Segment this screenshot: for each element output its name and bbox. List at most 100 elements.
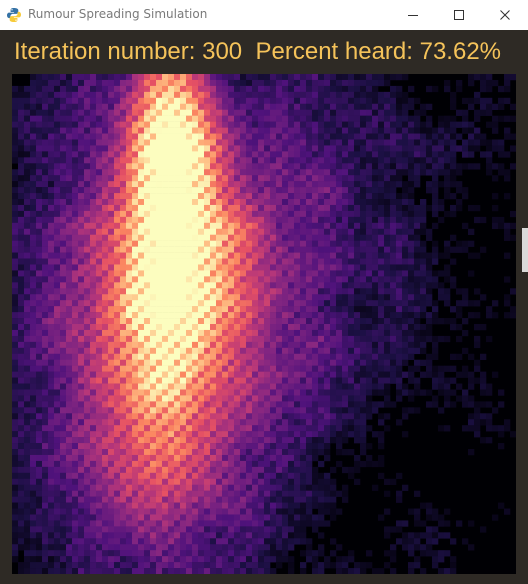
heatmap-cell [222, 449, 229, 456]
maximize-button[interactable] [436, 0, 482, 30]
heatmap-cell [318, 341, 325, 349]
heatmap-cell [486, 139, 493, 146]
heatmap-cell [108, 85, 115, 93]
heatmap-cell [186, 466, 193, 474]
heatmap-cell [198, 169, 205, 176]
heatmap-cell [342, 193, 349, 200]
heatmap-cell [168, 413, 175, 420]
heatmap-cell [186, 97, 193, 105]
minimize-button[interactable] [390, 0, 436, 30]
heatmap-cell [186, 300, 193, 307]
heatmap-cell [444, 389, 451, 396]
heatmap-cell [36, 121, 43, 128]
heatmap-cell [144, 258, 151, 265]
heatmap-cell [162, 91, 169, 99]
heatmap-cell [138, 431, 145, 438]
heatmap-cell [24, 204, 31, 212]
heatmap-cell [318, 264, 325, 271]
heatmap-cell [270, 264, 277, 271]
heatmap-cell [30, 324, 37, 331]
heatmap-cell [390, 264, 397, 271]
heatmap-cell [228, 383, 235, 390]
heatmap-cell [360, 151, 367, 158]
heatmap-cell [12, 365, 19, 372]
heatmap-cell [198, 443, 205, 450]
heatmap-cell [72, 109, 79, 116]
heatmap-cell [18, 353, 25, 361]
heatmap-cell [18, 264, 25, 271]
heatmap-cell [42, 109, 49, 116]
heatmap-cell [102, 175, 109, 182]
heatmap-cell [54, 335, 61, 343]
heatmap-cell [144, 127, 151, 134]
heatmap-cell [126, 270, 133, 277]
heatmap-cell [36, 454, 43, 462]
heatmap-cell [456, 324, 463, 331]
heatmap-cell [48, 258, 55, 265]
close-button[interactable] [482, 0, 528, 30]
heatmap-cell [330, 133, 337, 140]
heatmap-cell [66, 282, 73, 289]
heatmap-cell [282, 383, 289, 390]
heatmap-cell [480, 377, 487, 384]
heatmap-cell [252, 353, 259, 361]
heatmap-cell [366, 371, 373, 378]
heatmap-cell [480, 139, 487, 146]
heatmap-cell [162, 74, 169, 81]
heatmap-cell [246, 240, 253, 247]
heatmap-cell [42, 341, 49, 349]
heatmap-cell [120, 246, 127, 253]
heatmap-cell [384, 258, 391, 265]
heatmap-cell [288, 294, 295, 301]
heatmap-cell [174, 478, 181, 486]
title-bar[interactable]: Rumour Spreading Simulation [0, 0, 528, 30]
heatmap-cell [132, 228, 139, 236]
heatmap-cell [162, 329, 169, 337]
heatmap-cell [318, 443, 325, 450]
heatmap-cell [330, 294, 337, 301]
heatmap-cell [450, 276, 457, 283]
heatmap-cell [288, 359, 295, 366]
heatmap-cell [456, 335, 463, 343]
heatmap-cell [84, 324, 91, 331]
heatmap-cell [402, 383, 409, 390]
heatmap-cell [426, 228, 433, 236]
heatmap-cell [90, 246, 97, 253]
heatmap-cell [384, 187, 391, 194]
heatmap-cell [132, 389, 139, 396]
heatmap-cell [246, 169, 253, 176]
heatmap-cell [318, 335, 325, 343]
heatmap-cell [222, 169, 229, 176]
heatmap-cell [444, 246, 451, 253]
heatmap-cell [474, 413, 481, 420]
heatmap-cell [300, 204, 307, 212]
heatmap-cell [144, 79, 151, 87]
heatmap-cell [90, 103, 97, 111]
heatmap-cell [42, 312, 49, 319]
heatmap-cell [216, 466, 223, 474]
heatmap-cell [114, 365, 121, 372]
heatmap-cell [90, 377, 97, 384]
heatmap-cell [198, 103, 205, 111]
heatmap-cell [18, 175, 25, 182]
heatmap-cell [354, 258, 361, 265]
heatmap-cell [156, 157, 163, 164]
heatmap-cell [474, 419, 481, 426]
heatmap-cell [96, 240, 103, 247]
heatmap-cell [402, 270, 409, 277]
heatmap-cell [252, 258, 259, 265]
heatmap-cell [384, 395, 391, 402]
heatmap-cell [450, 133, 457, 140]
heatmap-cell [348, 419, 355, 426]
heatmap-cell [192, 109, 199, 116]
heatmap-cell [432, 85, 439, 93]
heatmap-cell [366, 389, 373, 396]
heatmap-cell [276, 288, 283, 295]
heatmap-cell [288, 121, 295, 128]
heatmap-cell [132, 312, 139, 319]
heatmap-cell [222, 234, 229, 241]
heatmap-cell [264, 449, 271, 456]
heatmap-cell [282, 181, 289, 188]
heatmap-cell [204, 431, 211, 438]
heatmap-cell [270, 472, 277, 480]
